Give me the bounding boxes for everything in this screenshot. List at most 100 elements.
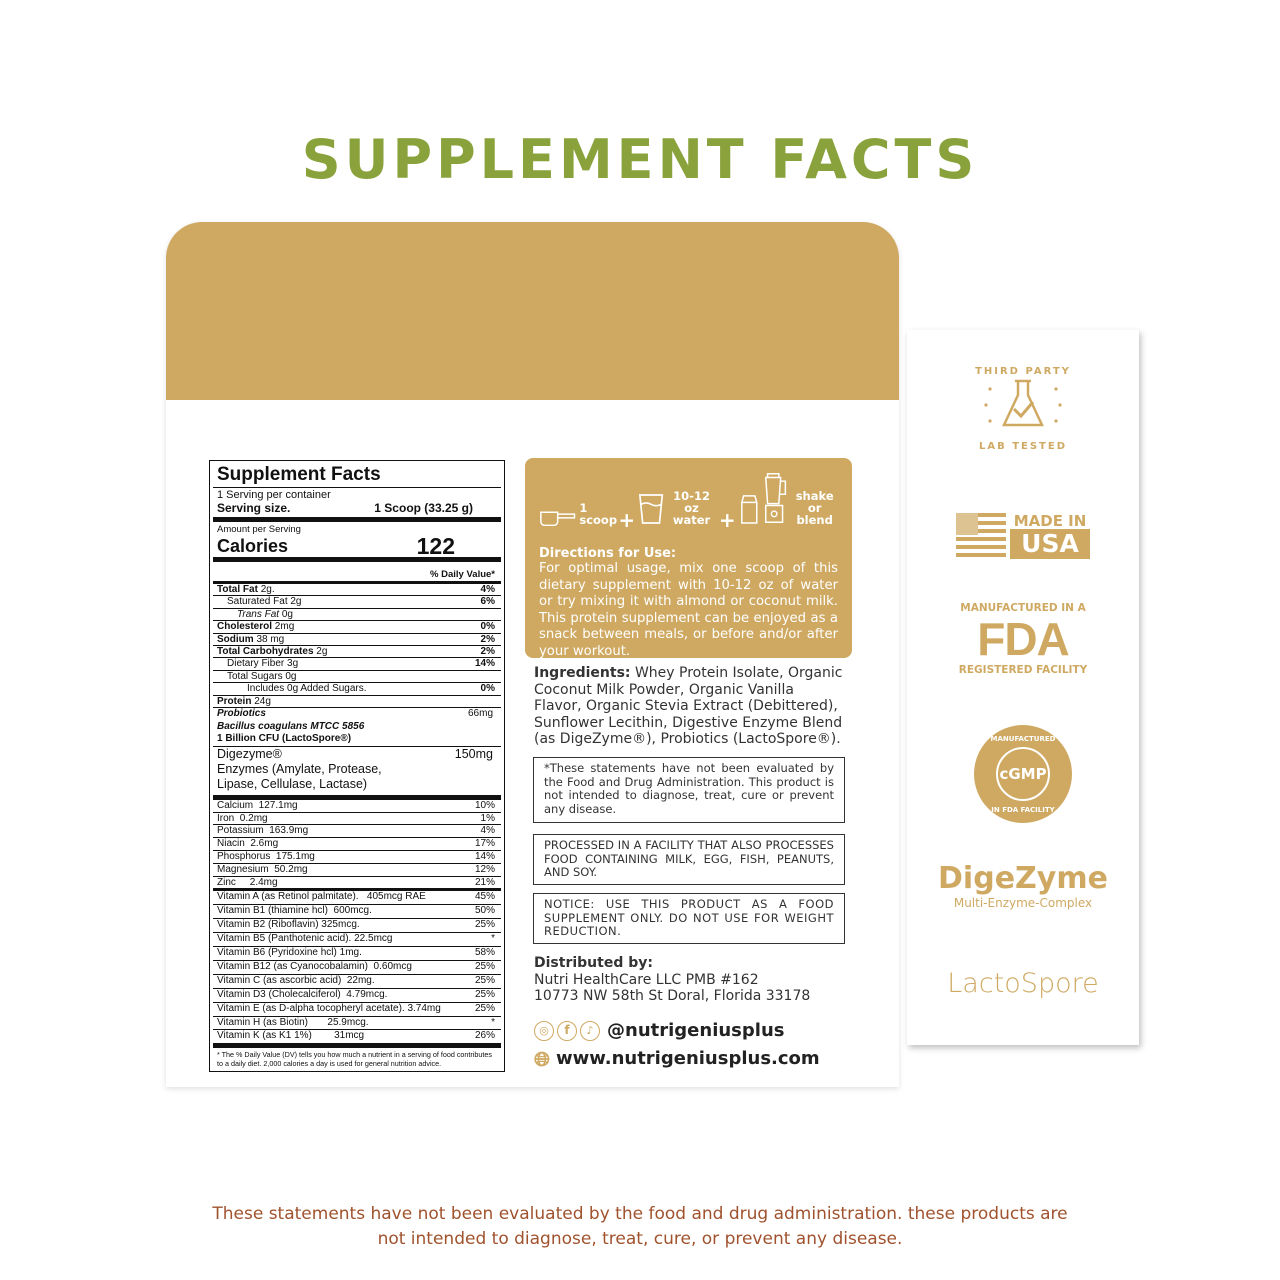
digezyme-logo: DigeZyme Multi-Enzyme-Complex bbox=[907, 862, 1139, 911]
vitamin-row: Vitamin K (as K1 1%) 31mcg 26% bbox=[213, 1030, 501, 1043]
step-scoop: 1 scoop bbox=[579, 501, 618, 527]
mineral-row: Iron 0.2mg 1% bbox=[213, 813, 501, 826]
badge-text: Multi-Enzyme-Complex bbox=[953, 896, 1093, 910]
plus-sign: + bbox=[718, 508, 736, 532]
nutrient-dv: 0% bbox=[480, 621, 495, 633]
nutrient-amount: 0g bbox=[281, 608, 293, 620]
nutrient-dv: 6% bbox=[480, 596, 495, 608]
mineral-row: Magnesium 50.2mg 12% bbox=[213, 864, 501, 877]
directions-box: 1 scoop + 10-12 oz water + shake or blen… bbox=[525, 458, 852, 659]
nutrient-label: Total Fat bbox=[217, 584, 258, 595]
nutrient-name: Total Sugars 0g bbox=[217, 671, 297, 682]
nutrient-row: Total Fat 2g. 4% bbox=[213, 584, 501, 597]
nutrient-amount: 38 mg bbox=[256, 633, 285, 645]
shaker-bottle-icon bbox=[740, 495, 758, 524]
nutrient-row: Trans Fat 0g bbox=[213, 608, 501, 622]
nutrient-label: Cholesterol bbox=[217, 621, 273, 633]
nutrient-row: Dietary Fiber 3g 14% bbox=[213, 658, 501, 671]
serving-size-value: 1 Scoop (33.25 g) bbox=[374, 501, 473, 515]
digezyme-label: Digezyme® bbox=[217, 746, 282, 761]
probiotics-amount: 66mg bbox=[467, 708, 493, 720]
nutrient-name: Total Carbohydrates 2g bbox=[217, 646, 327, 657]
mineral-row: Phosphorus 175.1mg 14% bbox=[213, 851, 501, 864]
nutrient-dv: 25% bbox=[474, 960, 495, 972]
nutrient-amount: 24g bbox=[254, 695, 271, 707]
nutrient-name: Total Fat 2g. bbox=[217, 584, 275, 595]
mineral-row: Potassium 163.9mg 4% bbox=[213, 825, 501, 839]
vitamin-row: Vitamin D3 (Cholecalciferol) 4.79mcg. 25% bbox=[213, 989, 501, 1003]
nutrient-label: Trans Fat bbox=[237, 608, 280, 620]
nutrient-label: Saturated Fat bbox=[227, 596, 288, 608]
cgmp-badge: MANUFACTURED cGMP IN FDA FACILITY bbox=[907, 725, 1139, 823]
mineral-row: Niacin 2.6mg 17% bbox=[213, 838, 501, 852]
servings-per-container: 1 Serving per container bbox=[217, 489, 331, 501]
amount-per-serving: Amount per Serving bbox=[217, 524, 301, 535]
certification-panel: THIRD PARTY LAB TESTED MADE IN USA MANUFA… bbox=[907, 330, 1139, 1045]
nutrient-dv: 17% bbox=[474, 838, 495, 850]
blender-icon bbox=[765, 472, 787, 524]
fda-logo: FDA bbox=[977, 613, 1070, 665]
facebook-icon[interactable]: f bbox=[557, 1021, 577, 1041]
nutrient-name: Vitamin B2 (Riboflavin) 325mcg. bbox=[217, 919, 360, 931]
nutrient-dv: 2% bbox=[480, 646, 495, 658]
fda-disclaimer-box: *These statements have not been evaluate… bbox=[533, 757, 845, 823]
nutrient-amount: 2g. bbox=[260, 584, 275, 595]
nutrient-dv: 45% bbox=[474, 891, 495, 903]
nutrient-dv: * bbox=[491, 933, 495, 945]
nutrient-dv: 25% bbox=[474, 1002, 495, 1014]
calories-value: 122 bbox=[416, 533, 455, 559]
nutrient-dv: 25% bbox=[474, 919, 495, 931]
vitamin-row: Vitamin H (as Biotin) 25.9mcg. * bbox=[213, 1017, 501, 1031]
social-handle[interactable]: @nutrigeniusplus bbox=[607, 1019, 785, 1041]
nutrient-row: Cholesterol 2mg 0% bbox=[213, 621, 501, 634]
directions-text: For optimal usage, mix one scoop of this… bbox=[539, 561, 838, 659]
nutrient-dv: 14% bbox=[474, 851, 495, 863]
nutrient-dv: 4% bbox=[480, 825, 495, 837]
nutrient-name: Saturated Fat 2g bbox=[217, 596, 302, 607]
digezyme-block: Digezyme® 150mg Enzymes (Amylate, Proteas… bbox=[213, 747, 501, 800]
label-header-band bbox=[166, 222, 899, 400]
probiotics-label: Probiotics bbox=[217, 708, 266, 720]
nutrient-name: Dietary Fiber 3g bbox=[217, 658, 298, 669]
nutrient-name: Vitamin B12 (as Cyanocobalamin) 0.60mcg bbox=[217, 960, 412, 972]
badge-text: THIRD PARTY bbox=[975, 366, 1071, 377]
distributor-address: 10773 NW 58th St Doral, Florida 33178 bbox=[534, 988, 811, 1005]
distributor: Distributed by: Nutri HealthCare LLC PMB… bbox=[534, 955, 810, 1005]
social-row: ◎ f ♪ @nutrigeniusplus bbox=[534, 1021, 784, 1041]
nutrient-name: Niacin 2.6mg bbox=[217, 838, 279, 850]
nutrient-row: Total Carbohydrates 2g 2% bbox=[213, 646, 501, 659]
vitamin-row: Vitamin E (as D-alpha tocopheryl acetate… bbox=[213, 1003, 501, 1017]
nutrient-label: Sodium bbox=[217, 633, 254, 645]
vitamin-row: Vitamin A (as Retinol palmitate). 405mcg… bbox=[213, 891, 501, 906]
nutrient-name: Protein 24g bbox=[217, 696, 271, 707]
badge-text: MANUFACTURED IN A bbox=[960, 602, 1086, 614]
nutrient-name: Calcium 127.1mg bbox=[217, 799, 298, 811]
vitamin-row: Vitamin C (as ascorbic acid) 22mg. 25% bbox=[213, 975, 501, 989]
third-party-lab-tested-badge: THIRD PARTY LAB TESTED bbox=[907, 366, 1139, 452]
tiktok-icon[interactable]: ♪ bbox=[580, 1021, 600, 1041]
nutrient-row: Total Sugars 0g bbox=[213, 671, 501, 684]
vitamin-row: Vitamin B1 (thiamine hcl) 600mcg. 50% bbox=[213, 905, 501, 920]
nutrient-dv: 10% bbox=[474, 799, 495, 811]
badge-text: LAB TESTED bbox=[978, 441, 1068, 452]
nutrient-label: Dietary Fiber bbox=[227, 658, 285, 670]
nutrient-dv: 25% bbox=[474, 974, 495, 986]
probiotics-block: Probiotics 66mg Bacillus coagulans MTCC 5… bbox=[213, 708, 501, 747]
nutrient-dv: 1% bbox=[480, 812, 495, 824]
vitamin-row: Vitamin B5 (Panthotenic acid). 22.5mcg * bbox=[213, 933, 501, 948]
step-water: 10-12 oz water bbox=[672, 489, 711, 527]
instagram-icon[interactable]: ◎ bbox=[534, 1021, 554, 1041]
nutrient-dv: 25% bbox=[474, 988, 495, 1000]
nutrient-amount: 2mg bbox=[274, 621, 295, 633]
nutrient-amount: 3g bbox=[287, 658, 299, 670]
website-link[interactable]: www.nutrigeniusplus.com bbox=[556, 1048, 820, 1069]
nutrient-label: Total Carbohydrates bbox=[217, 646, 314, 658]
nutrient-dv: 0% bbox=[480, 683, 495, 695]
probiotic-cfu: 1 Billion CFU (LactoSpore®) bbox=[217, 733, 352, 745]
badge-text: IN FDA FACILITY bbox=[991, 806, 1055, 814]
ingredients-text: Whey Protein Isolate, Organic Coconut Mi… bbox=[534, 665, 843, 748]
digezyme-desc: Enzymes (Amylate, Protease, Lipase, Cell… bbox=[217, 761, 382, 791]
nutrient-row: Saturated Fat 2g 6% bbox=[213, 596, 501, 609]
scoop-icon bbox=[540, 511, 576, 526]
nutrient-name: Vitamin K (as K1 1%) 31mcg bbox=[217, 1030, 365, 1042]
